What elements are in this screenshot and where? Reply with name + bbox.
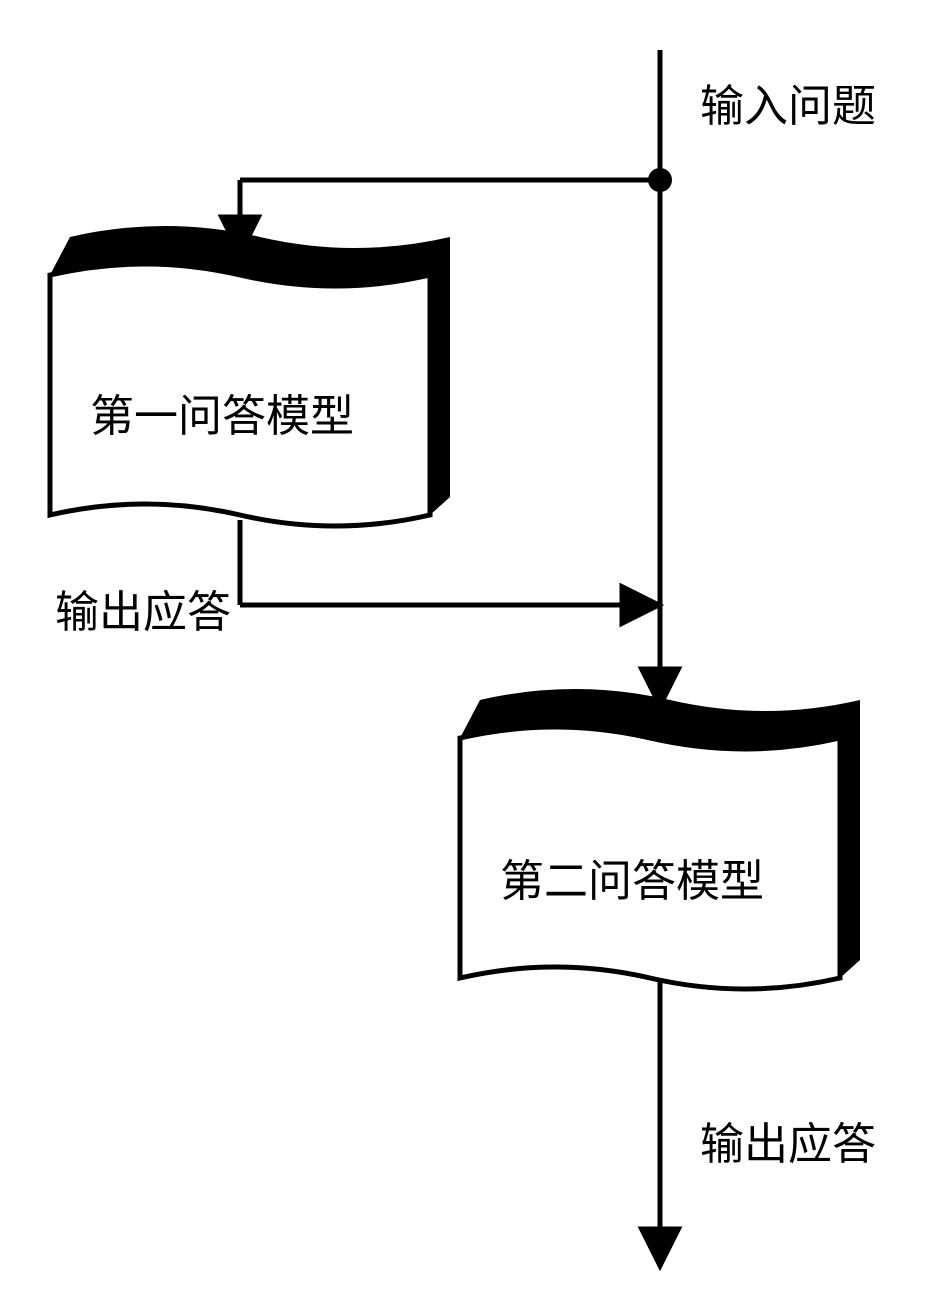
label-output-response-2: 输出应答: [700, 1108, 876, 1172]
label-input-question: 输入问题: [700, 70, 876, 134]
label-first-model: 第一问答模型: [90, 380, 354, 444]
label-output-response-1: 输出应答: [55, 576, 231, 640]
box1-side: [430, 237, 450, 515]
box2-side: [840, 700, 860, 978]
label-second-model: 第二问答模型: [500, 845, 764, 909]
